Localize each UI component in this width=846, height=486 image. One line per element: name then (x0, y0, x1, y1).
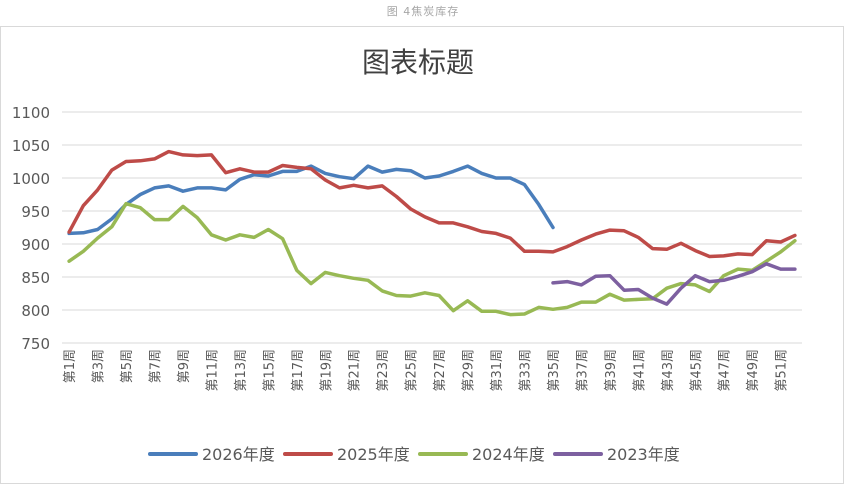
series-line (67, 164, 555, 236)
x-tick-label: 第37周 (575, 349, 590, 392)
x-tick-label: 第51周 (775, 349, 790, 392)
x-tick-label: 第25周 (405, 349, 420, 392)
y-axis-labels: 750 800 850 900 950 1000 1050 1100 (12, 104, 50, 353)
grid-lines (62, 111, 802, 344)
x-tick-label: 第11周 (205, 349, 220, 392)
series-line (67, 149, 797, 259)
y-tick-label: 1050 (12, 137, 50, 155)
figure-caption: 图 4焦炭库存 (386, 5, 460, 18)
x-tick-label: 第33周 (519, 349, 534, 392)
series-line (67, 201, 797, 317)
x-tick-label: 第5周 (120, 349, 135, 383)
series-line (551, 262, 797, 306)
x-tick-label: 第35周 (547, 349, 562, 392)
x-tick-label: 第39周 (604, 349, 619, 392)
legend-label: 2026年度 (202, 445, 275, 464)
x-tick-label: 第31周 (490, 349, 505, 392)
x-tick-label: 第7周 (149, 349, 164, 383)
legend: 2026年度 2025年度 2024年度 2023年度 (148, 445, 680, 464)
y-tick-label: 1100 (12, 104, 50, 122)
x-tick-label: 第15周 (262, 349, 277, 392)
legend-label: 2023年度 (607, 445, 680, 464)
x-tick-label: 第19周 (319, 349, 334, 392)
y-tick-label: 1000 (12, 170, 50, 188)
x-tick-label: 第1周 (63, 349, 78, 383)
y-tick-label: 800 (21, 302, 50, 320)
x-tick-label: 第43周 (661, 349, 676, 392)
x-tick-label: 第17周 (291, 349, 306, 392)
y-tick-label: 950 (21, 203, 50, 221)
legend-label: 2025年度 (337, 445, 410, 464)
legend-label: 2024年度 (472, 445, 545, 464)
x-tick-label: 第23周 (376, 349, 391, 392)
y-tick-label: 900 (21, 236, 50, 254)
x-axis-labels: 第1周 第3周 第5周 第7周 第9周 第11周 第13周 第15周 第17周 第19周 第21周第… (63, 349, 790, 392)
y-tick-label: 750 (21, 335, 50, 353)
x-tick-label: 第45周 (689, 349, 704, 392)
x-tick-label: 第27周 (433, 349, 448, 392)
x-tick-label: 第49周 (746, 349, 761, 392)
x-tick-label: 第29周 (462, 349, 477, 392)
series-lines (67, 149, 797, 317)
y-tick-label: 850 (21, 269, 50, 287)
chart-title: 图表标题 (362, 46, 474, 79)
x-tick-label: 第21周 (348, 349, 363, 392)
x-tick-label: 第13周 (234, 349, 249, 392)
x-tick-label: 第9周 (177, 349, 192, 383)
x-tick-label: 第47周 (718, 349, 733, 392)
x-tick-label: 第3周 (92, 349, 107, 383)
x-tick-label: 第41周 (632, 349, 647, 392)
